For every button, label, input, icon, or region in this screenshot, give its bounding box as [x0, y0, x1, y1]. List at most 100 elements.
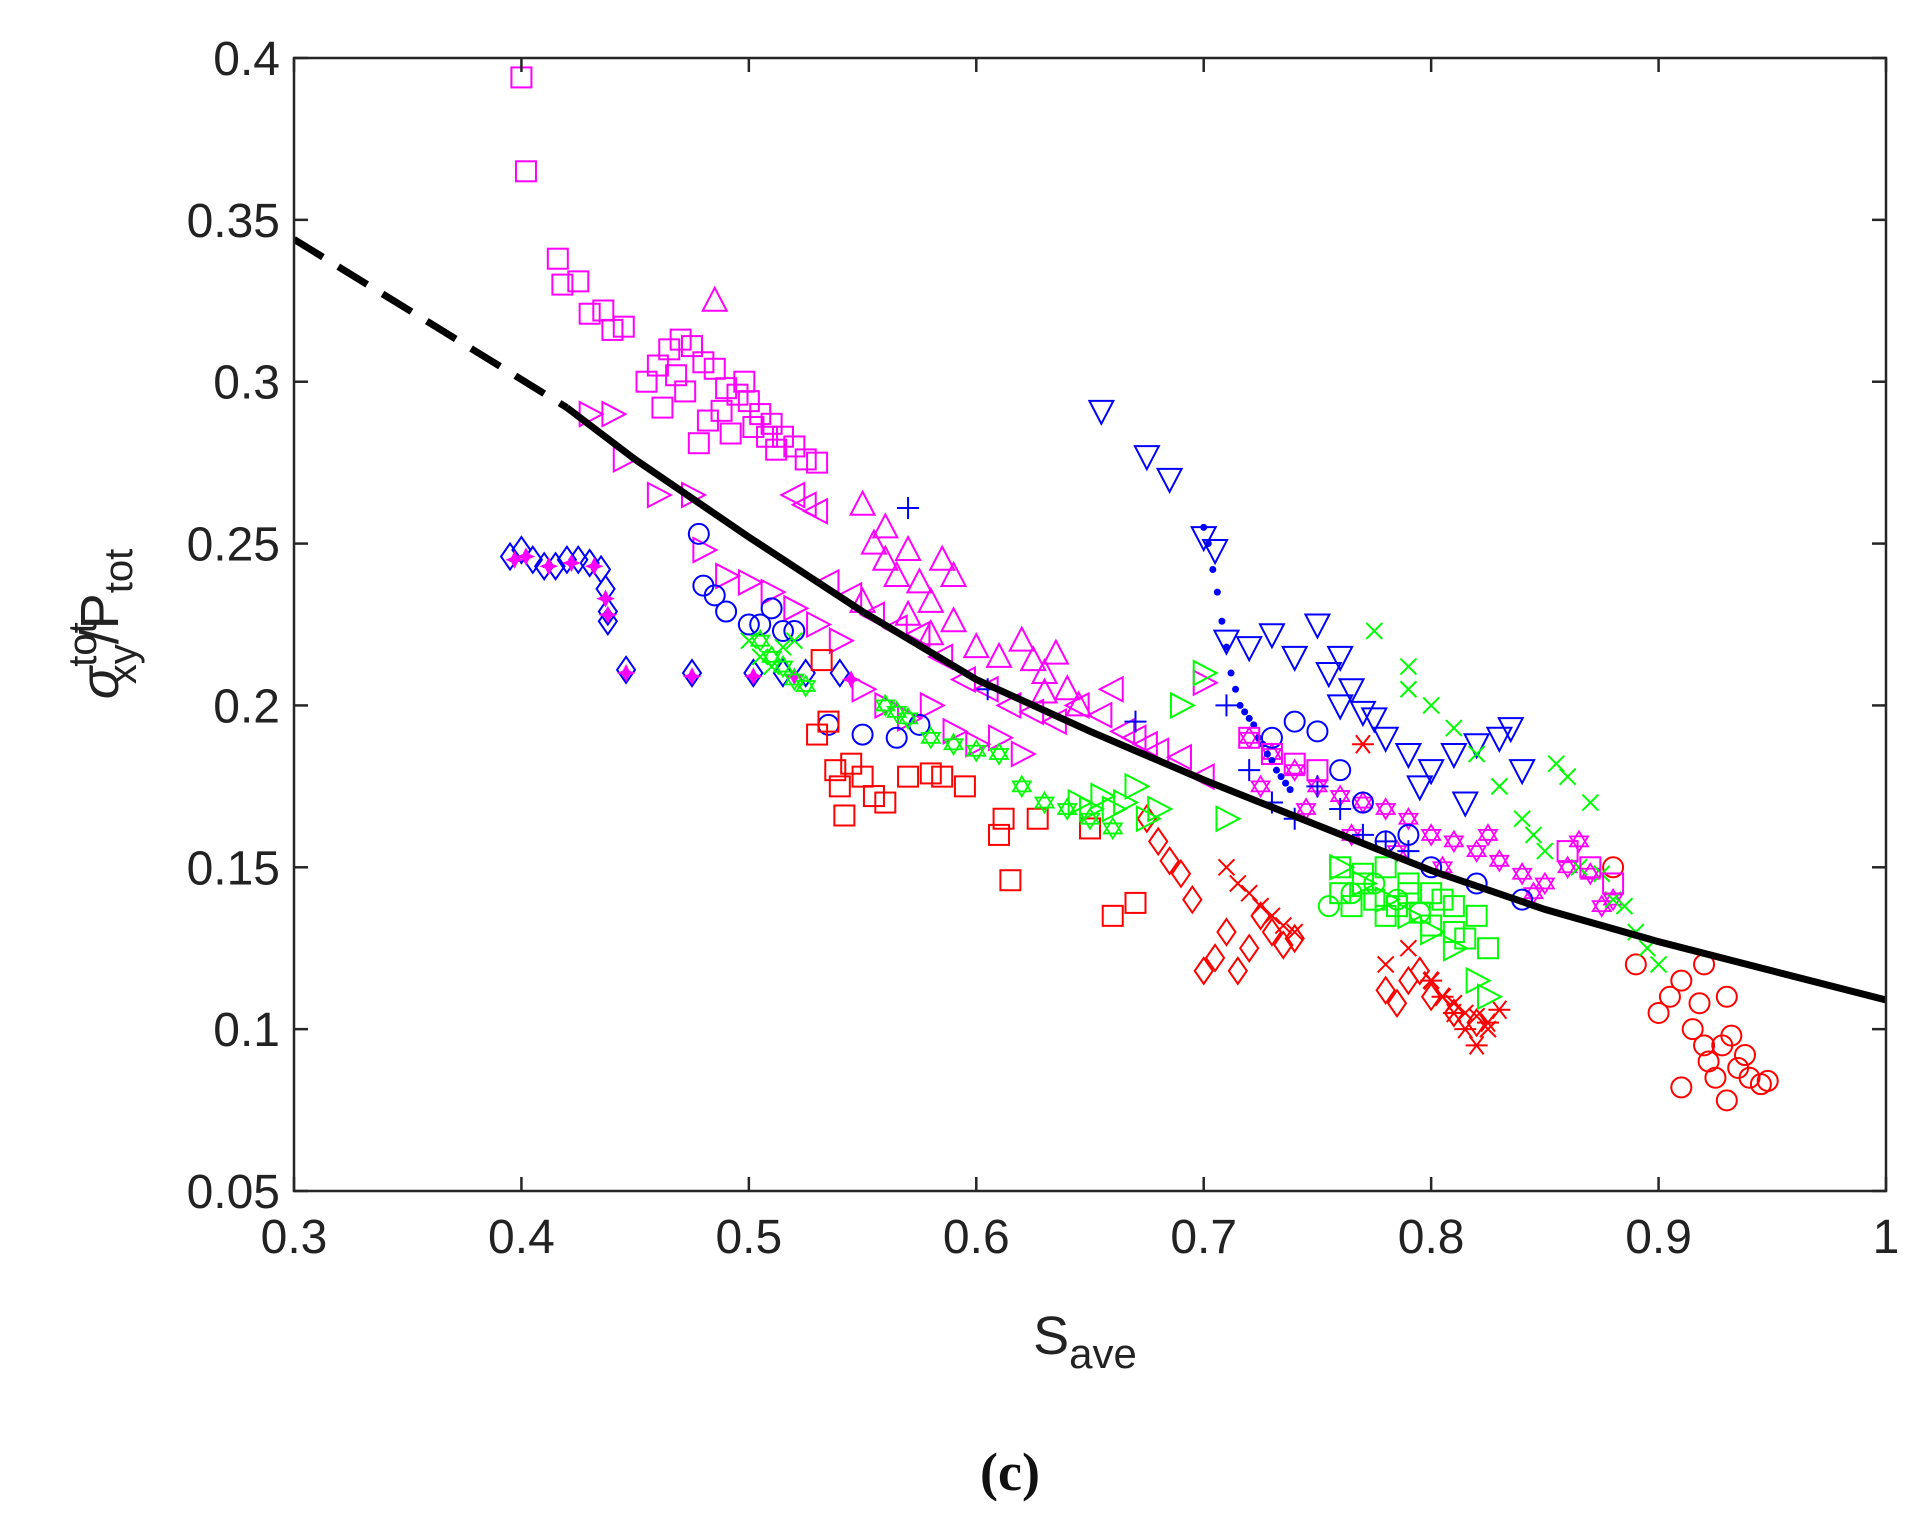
blue-triangle-down-point [1337, 678, 1366, 705]
magenta-square-point [760, 412, 783, 435]
green-cross-point [1547, 754, 1565, 773]
green-star-point [783, 667, 805, 692]
magenta-star-point [1443, 829, 1465, 854]
red-asterisk-point [1442, 1003, 1465, 1023]
red-circle-point [1602, 856, 1625, 879]
red-asterisk-point [1488, 1000, 1511, 1020]
blue-circle-point [771, 619, 794, 642]
green-triangle-right-point [1147, 795, 1174, 823]
magenta-triangle-left-point [904, 620, 931, 648]
magenta-triangle-right-point [692, 536, 719, 564]
x-tick-label: 0.8 [1398, 1211, 1465, 1264]
blue-circle-point [715, 600, 738, 623]
green-cross-point [1490, 777, 1509, 796]
red-diamond-point [1238, 933, 1260, 963]
x-tick-label: 0.3 [261, 1211, 328, 1264]
red-square-point [833, 804, 856, 827]
magenta-triangle-right-point [646, 481, 674, 509]
green-triangle-right-point [1169, 691, 1197, 720]
green-square-point [1442, 895, 1465, 918]
blue-triangle-down-point [1235, 636, 1263, 663]
magenta-star-point [1295, 797, 1317, 821]
axis-ticks-layer [292, 56, 1888, 1193]
green-cross-point [1536, 842, 1554, 860]
blue-circle-point [749, 613, 772, 636]
y-axis-label: σtotxy/Ptot [61, 549, 145, 700]
y-tick-label: 0.2 [213, 680, 280, 733]
red-asterisk-point [1431, 987, 1454, 1007]
blue-triangle-down-point [1451, 791, 1479, 818]
green-star-point [920, 726, 942, 750]
blue-triangle-down-point [1326, 694, 1354, 721]
green-star-point [942, 732, 965, 757]
blue-dot-point [1272, 766, 1280, 774]
blue-dot-point [1204, 540, 1212, 548]
blue-dot-point [1213, 588, 1221, 596]
magenta-triangle-up-point [939, 606, 968, 633]
red-diamond-point [1148, 826, 1169, 857]
magenta-square-right-point [1283, 752, 1306, 775]
blue-dot-point [1282, 779, 1290, 787]
blue-dot-point [1268, 756, 1276, 764]
magenta-square-point [546, 247, 569, 270]
red-square-point [999, 869, 1022, 892]
red-square-point [919, 762, 942, 785]
magenta-square-point [567, 270, 590, 293]
blue-dot-point [1241, 708, 1249, 716]
green-cross-point [1615, 897, 1634, 915]
green-star-point [965, 738, 987, 763]
blue-triangle-down-point [1349, 700, 1377, 728]
magenta-star-point [1488, 849, 1510, 873]
fit-curve-layer [294, 236, 1886, 1004]
red-asterisk-point [1477, 1013, 1499, 1033]
blue-triangle-down-point [1440, 742, 1468, 770]
magenta-diamond-point [516, 547, 536, 566]
red-square-point [1101, 904, 1124, 927]
green-cross-point [1399, 680, 1418, 698]
green-square-point [1431, 888, 1454, 911]
blue-circle-point [1260, 726, 1283, 749]
magenta-triangle-up-point [1042, 638, 1070, 665]
magenta-square-point [578, 302, 601, 325]
x-tick-label: 0.9 [1625, 1211, 1692, 1264]
magenta-triangle-right-point [783, 594, 810, 622]
magenta-triangle-up-point [1053, 674, 1081, 701]
blue-dot-point [1222, 643, 1230, 651]
red-square-point [851, 765, 874, 788]
blue-triangle-down-point [1258, 623, 1286, 650]
magenta-triangle-up-point [1030, 677, 1059, 704]
blue-diamond-point [829, 658, 851, 688]
green-cross-point [1649, 955, 1668, 974]
red-diamond-point [1159, 846, 1180, 876]
red-diamond-point [1261, 917, 1283, 947]
red-circle-point [1658, 985, 1681, 1008]
blue-dot-point [1200, 523, 1208, 531]
x-axis-label-sub: ave [1069, 1330, 1137, 1377]
blue-circle-point [760, 597, 783, 620]
red-diamond-point [1182, 884, 1203, 915]
green-square-point [1442, 921, 1465, 944]
magenta-square-point [806, 451, 829, 474]
green-square-point [1329, 882, 1352, 905]
blue-plus-point [1306, 775, 1329, 798]
red-circle-point [1738, 1066, 1761, 1089]
magenta-square-point [692, 351, 715, 374]
red-diamond-point [1409, 956, 1430, 986]
blue-triangle-down-point [1485, 726, 1514, 753]
red-square-point [817, 710, 840, 733]
fit-curve-solid [564, 404, 1886, 1004]
green-cross-point [1593, 865, 1611, 883]
magenta-triangle-up-point [962, 631, 990, 659]
fit-curve-dashed [294, 236, 569, 411]
red-square-point [931, 765, 954, 788]
red-diamond-point [1170, 859, 1192, 889]
blue-circle-point [1329, 759, 1352, 782]
x-tick-label: 0.4 [488, 1211, 555, 1264]
red-circle-point [1624, 953, 1647, 976]
blue-circle-point [1283, 710, 1306, 733]
red-asterisk-point [1465, 1035, 1488, 1055]
magenta-star-point [1397, 806, 1419, 831]
blue-circle-point [737, 613, 760, 636]
x-tick-label: 0.6 [943, 1211, 1010, 1264]
blue-triangle-down-point [1406, 775, 1434, 802]
